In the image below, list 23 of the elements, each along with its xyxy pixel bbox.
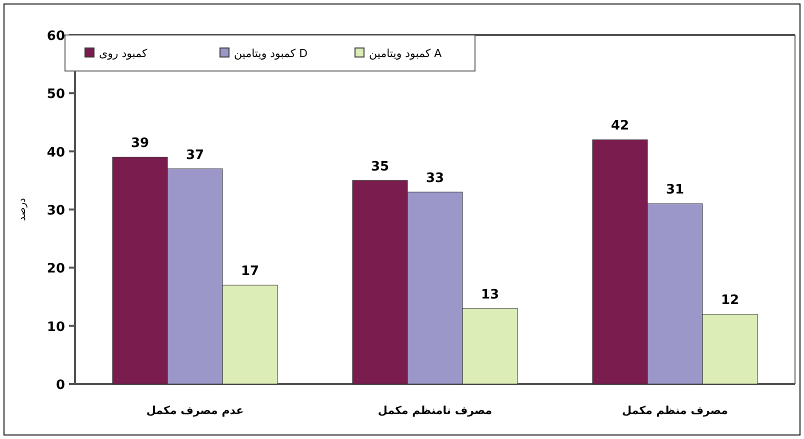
y-axis-title: درصد [17, 198, 28, 222]
data-label: 17 [240, 264, 260, 280]
x-tick-label: مصرف نامنظم مکمل [378, 404, 492, 417]
legend-label: کمبود ویتامین A [369, 47, 442, 60]
data-label: 42 [610, 118, 630, 134]
y-tick-label: 0 [56, 378, 65, 393]
x-tick-label: عدم مصرف مکمل [146, 404, 244, 417]
data-label: 33 [426, 171, 444, 186]
y-tick-label: 30 [46, 204, 65, 218]
y-tick-label: 60 [46, 29, 65, 44]
y-tick-label: 10 [46, 320, 65, 335]
data-label: 31 [666, 182, 684, 198]
x-tick-label: مصرف منظم مکمل [622, 404, 728, 417]
y-tick-label: 20 [46, 262, 65, 277]
data-label: 13 [480, 287, 500, 302]
legend-label: کمبود ویتامین D [234, 47, 308, 60]
y-tick-label: 50 [46, 87, 65, 102]
data-label: 39 [130, 136, 150, 152]
data-label: 12 [720, 293, 740, 308]
data-label: 35 [370, 159, 390, 174]
y-tick-label: 40 [46, 145, 65, 160]
legend-label: کمبود روی [99, 47, 148, 60]
data-label: 37 [186, 148, 204, 163]
